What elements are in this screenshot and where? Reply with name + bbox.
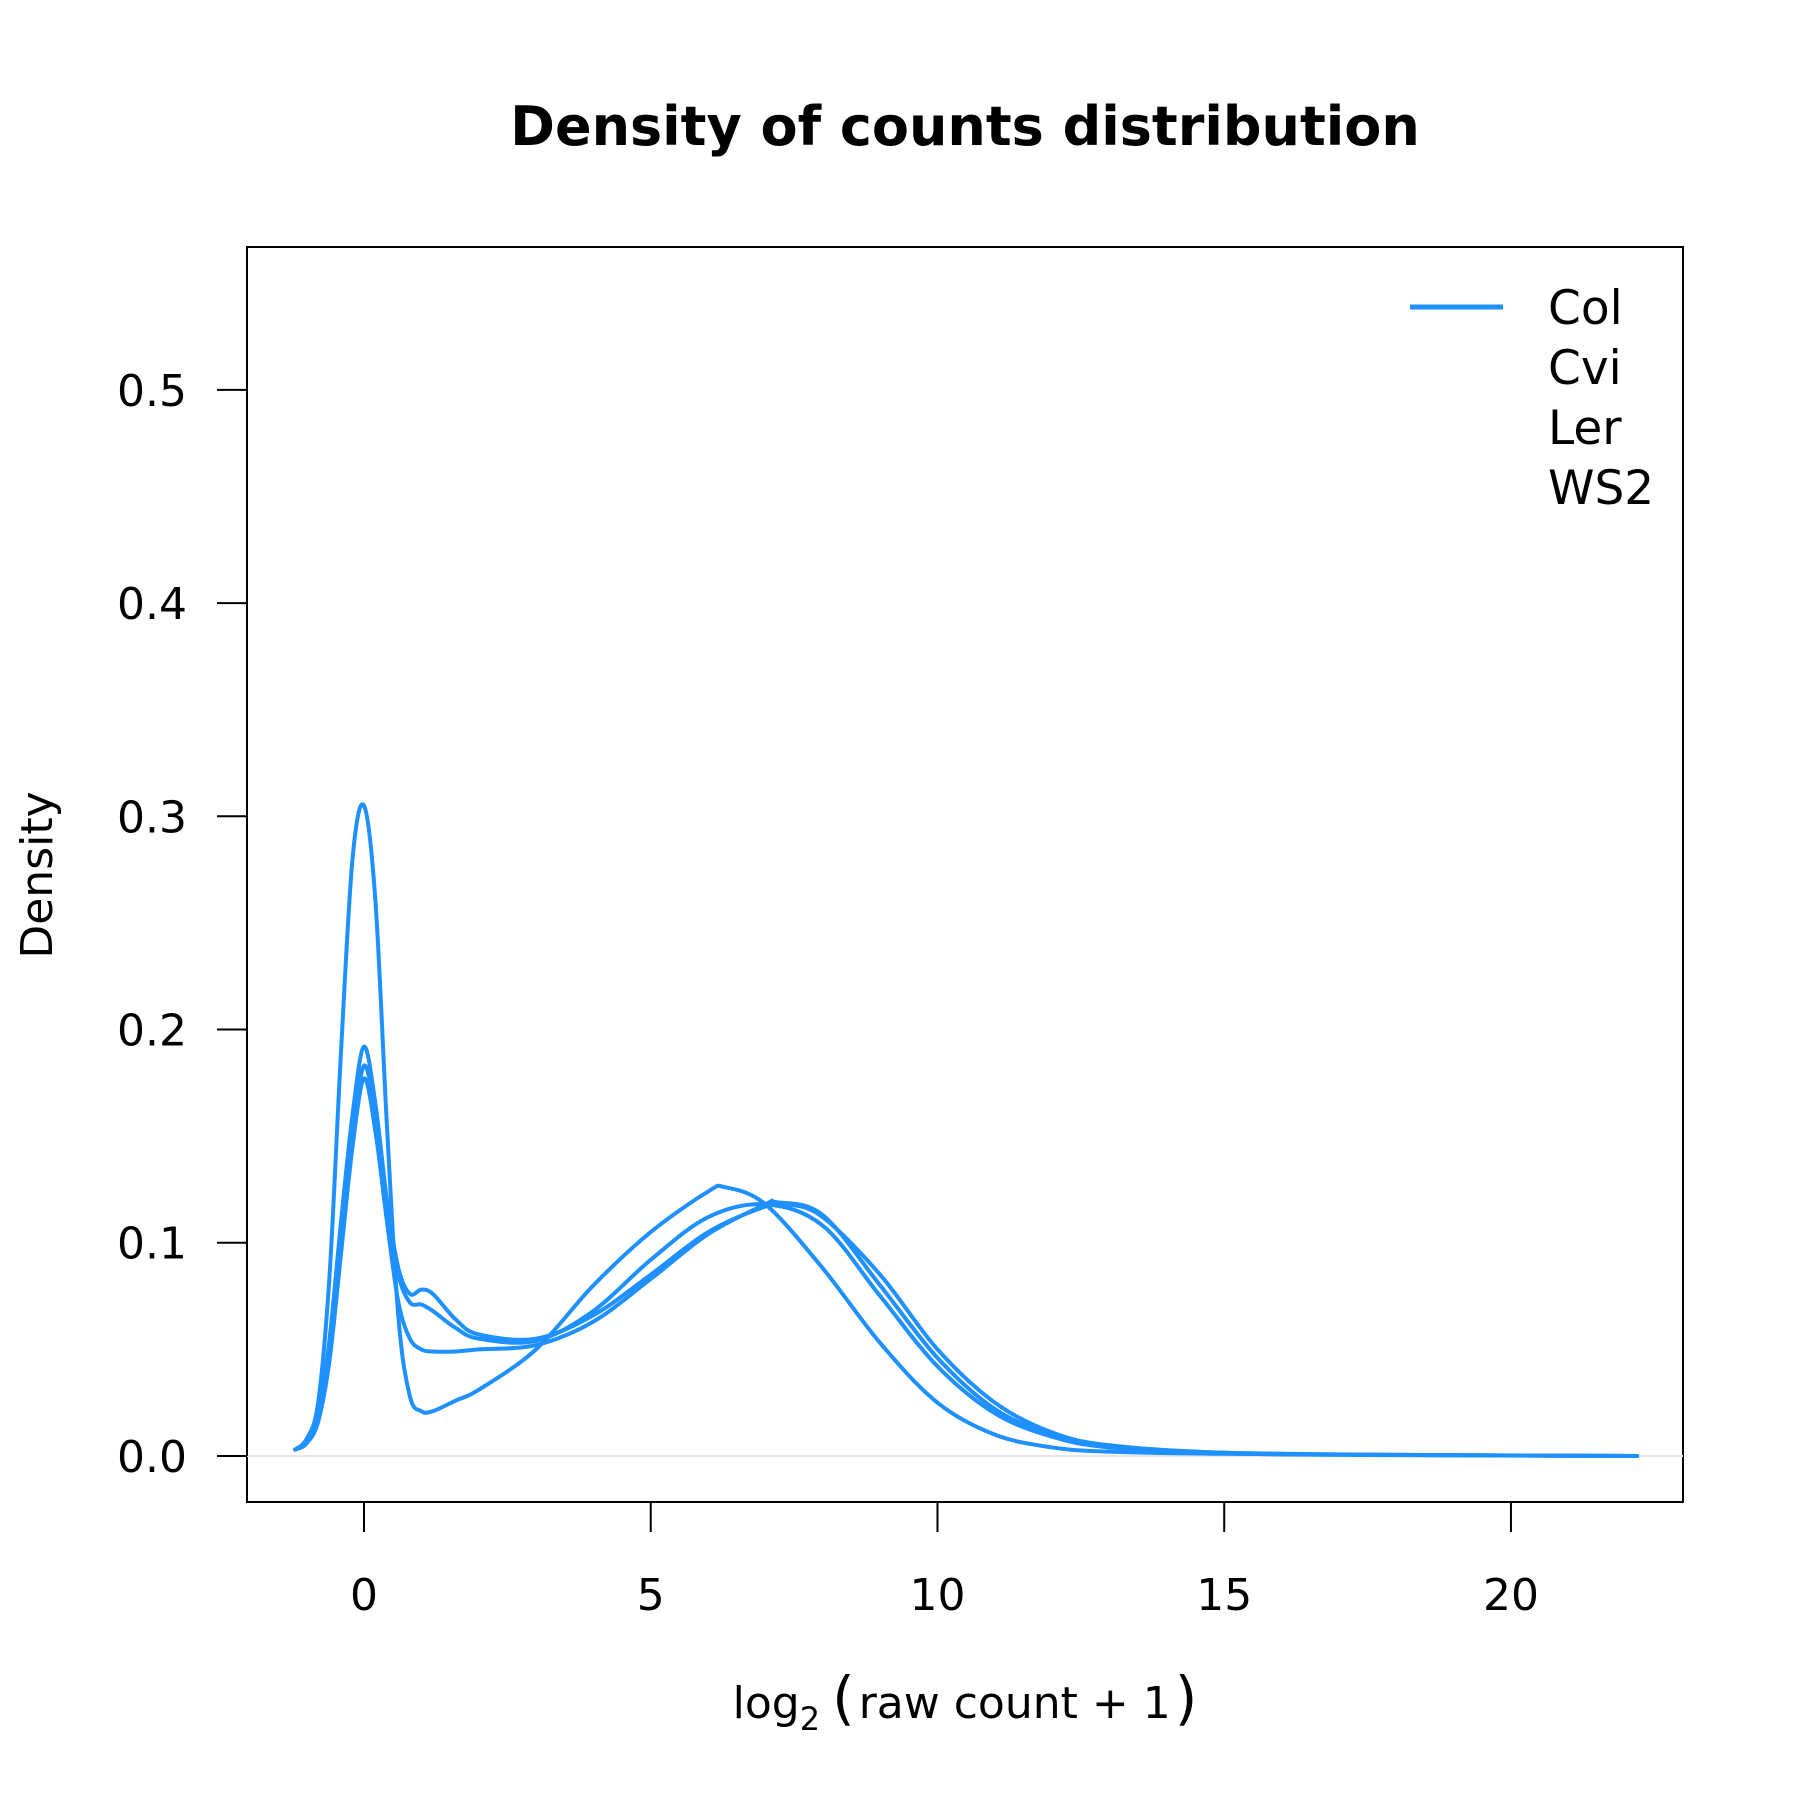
y-tick-label: 0.3 <box>117 792 187 843</box>
legend-label: Col <box>1548 281 1623 336</box>
x-axis-label: log2 (raw count + 1) <box>733 1664 1198 1738</box>
y-tick-label: 0.5 <box>117 366 187 417</box>
x-tick-label: 0 <box>350 1570 378 1621</box>
series-lines <box>293 802 1640 1458</box>
x-axis-label-paren-close: ) <box>1175 1664 1198 1732</box>
legend-label: WS2 <box>1548 461 1654 516</box>
y-axis-label: Density <box>12 791 63 958</box>
x-axis-label-paren-open: ( <box>832 1664 855 1732</box>
x-tick-label: 5 <box>637 1570 665 1621</box>
legend-label: Cvi <box>1548 341 1622 396</box>
y-tick-label: 0.2 <box>117 1006 187 1057</box>
x-axis-label-subscript: 2 <box>800 1700 820 1738</box>
density-line-3 <box>293 1063 1640 1458</box>
plot-frame <box>246 246 1684 1503</box>
x-tick-label: 20 <box>1483 1570 1539 1621</box>
y-tick-label: 0.1 <box>117 1219 187 1270</box>
y-tick-label: 0.4 <box>117 579 187 630</box>
x-tick-label: 15 <box>1196 1570 1252 1621</box>
x-tick-label: 10 <box>909 1570 965 1621</box>
density-line-4 <box>293 1076 1640 1458</box>
y-axis: 0.0 0.1 0.2 0.3 0.4 0.5 <box>117 366 248 1483</box>
x-axis: 0 5 10 15 20 <box>350 1501 1539 1621</box>
x-axis-label-log: log <box>733 1678 800 1729</box>
density-line-1 <box>293 802 1640 1458</box>
legend-label: Ler <box>1548 401 1622 456</box>
y-tick-label: 0.0 <box>117 1432 187 1483</box>
chart-title: Density of counts distribution <box>510 95 1420 158</box>
x-axis-label-body: raw count + 1 <box>859 1678 1171 1729</box>
